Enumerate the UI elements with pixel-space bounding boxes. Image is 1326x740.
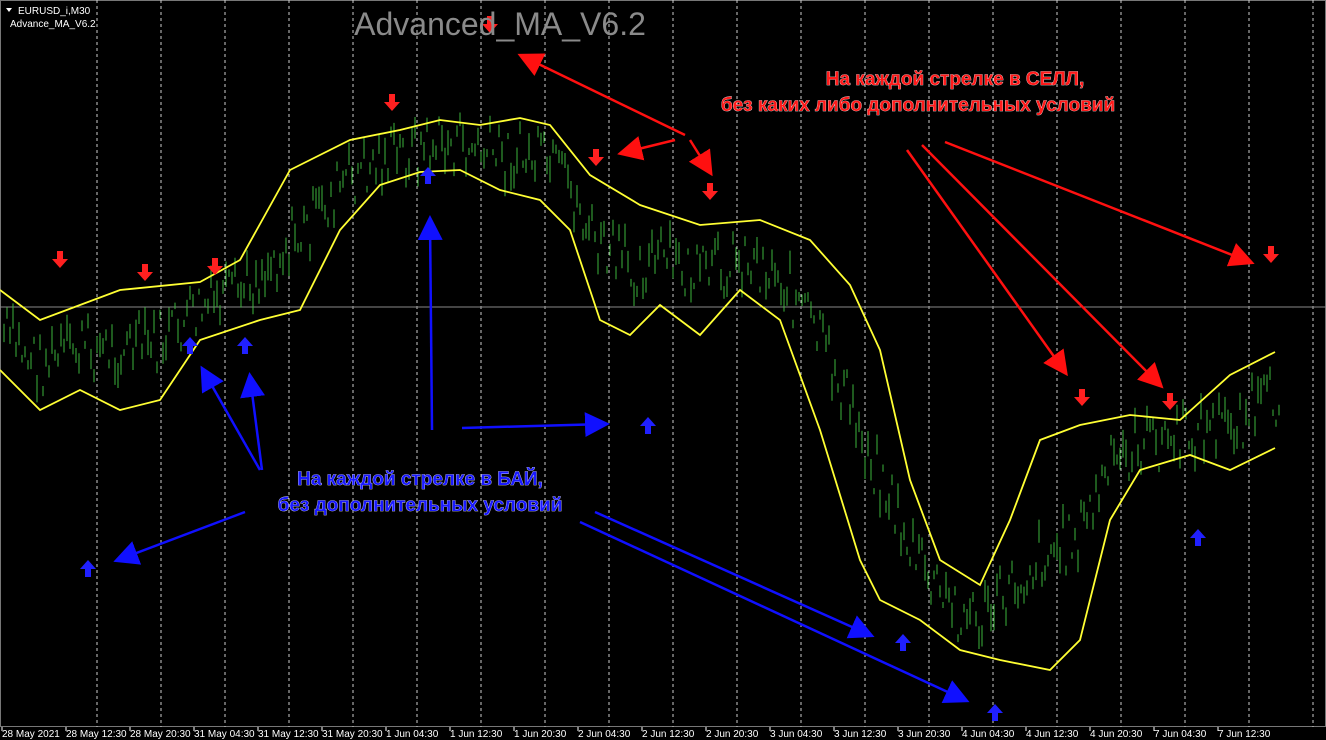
sell-arrow (384, 94, 400, 111)
time-label: 4 Jun 12:30 (1026, 729, 1079, 740)
time-label: 2 Jun 04:30 (578, 729, 631, 740)
arrow (461, 412, 610, 438)
sell-arrow (588, 149, 604, 166)
arrow (517, 53, 686, 137)
time-label: 4 Jun 04:30 (962, 729, 1015, 740)
time-label: 28 May 12:30 (66, 729, 127, 740)
buy-arrow (182, 337, 198, 354)
buy-note: На каждой стрелке в БАЙ, (297, 468, 543, 490)
buy-arrow (237, 337, 253, 354)
time-label: 1 Jun 12:30 (450, 729, 503, 740)
arrow (617, 136, 676, 161)
upper-band (0, 117, 1276, 587)
time-label: 3 Jun 12:30 (834, 729, 887, 740)
price-bars (3, 112, 1280, 650)
arrow (417, 215, 443, 431)
time-label: 1 Jun 04:30 (386, 729, 439, 740)
arrow (688, 139, 713, 177)
indicator-label: Advance_MA_V6.2 (10, 19, 96, 30)
annotation-arrows (113, 53, 1255, 703)
sell-arrow (702, 183, 718, 200)
sell-arrow (207, 258, 223, 275)
arrow (944, 140, 1255, 267)
time-label: 31 May 12:30 (258, 729, 319, 740)
arrow (113, 510, 246, 565)
time-label: 3 Jun 04:30 (770, 729, 823, 740)
arrow (905, 149, 1068, 377)
time-label: 4 Jun 20:30 (1090, 729, 1143, 740)
buy-note: без дополнительных условий (278, 495, 563, 516)
time-label: 3 Jun 20:30 (898, 729, 951, 740)
sell-arrow (1162, 393, 1178, 410)
time-label: 2 Jun 12:30 (642, 729, 695, 740)
time-label: 31 May 20:30 (322, 729, 383, 740)
time-axis: 28 May 2021 28 May 12:30 28 May 20:30 31 Ma… (1, 727, 1271, 740)
time-label: 2 Jun 20:30 (706, 729, 759, 740)
grid (96, 0, 1314, 727)
buy-arrow (895, 634, 911, 651)
sell-arrow (1263, 246, 1279, 263)
signals (52, 16, 1279, 721)
time-label: 7 Jun 04:30 (1154, 729, 1207, 740)
arrow (921, 144, 1164, 389)
lower-band (0, 169, 1276, 671)
arrow (594, 510, 875, 639)
sell-note: На каждой стрелке в СЕЛЛ, (826, 69, 1085, 90)
sell-arrow (52, 251, 68, 268)
time-label: 1 Jun 20:30 (514, 729, 567, 740)
time-label: 7 Jun 12:30 (1218, 729, 1271, 740)
sell-arrow (137, 264, 153, 281)
symbol-label: EURUSD_i,M30 (18, 6, 91, 17)
menu-toggle[interactable] (6, 8, 12, 12)
buy-arrow (987, 704, 1003, 721)
arrow (200, 365, 262, 471)
time-label: 31 May 04:30 (194, 729, 255, 740)
buy-arrow (640, 417, 656, 434)
arrow (240, 372, 265, 471)
buy-arrow (1190, 529, 1206, 546)
watermark: Advanced_MA_V6.2 (354, 6, 646, 42)
buy-arrow (420, 167, 436, 184)
sell-note: без каких либо дополнительных условий (721, 95, 1115, 116)
sell-arrow (1074, 389, 1090, 406)
arrow (579, 520, 970, 703)
sell-arrow (482, 16, 498, 33)
time-label: 28 May 2021 (2, 729, 60, 740)
time-label: 28 May 20:30 (130, 729, 191, 740)
buy-arrow (80, 560, 96, 577)
